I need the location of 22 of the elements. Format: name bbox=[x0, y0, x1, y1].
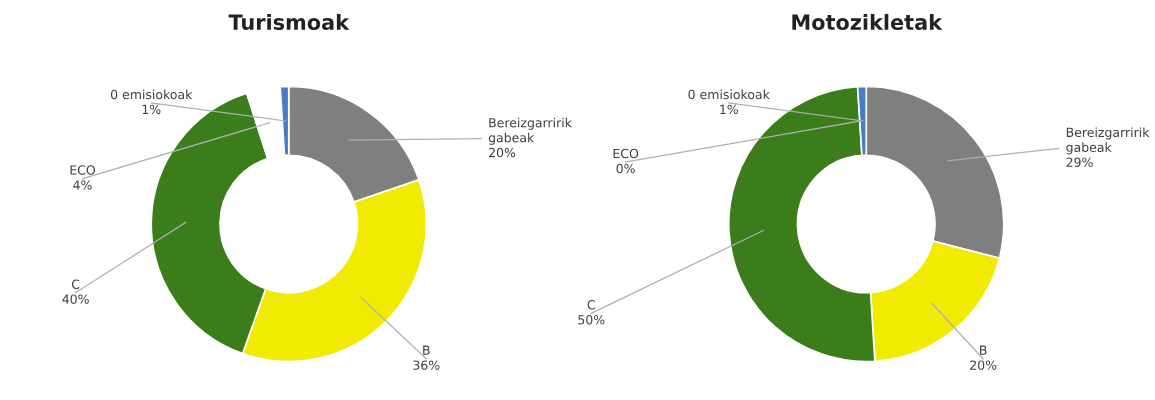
slice-label: Bereizgarririk gabeak bbox=[1066, 127, 1150, 155]
data-label: 1% bbox=[142, 104, 161, 115]
slice-label: C bbox=[587, 300, 595, 310]
chart-title: Turismoak bbox=[228, 13, 350, 31]
slice-label: 0 emisiokoak bbox=[110, 89, 193, 100]
slice-label: C bbox=[71, 279, 80, 289]
data-label: 4% bbox=[73, 180, 92, 190]
slice-label: ECO bbox=[70, 165, 96, 175]
data-label: 20% bbox=[970, 360, 997, 370]
category-label: ECO bbox=[613, 148, 639, 159]
data-label: 36% bbox=[413, 360, 440, 370]
slice-label: B bbox=[423, 345, 430, 355]
text: 0% bbox=[616, 163, 635, 174]
slice-label: B bbox=[980, 345, 987, 355]
slice-label: 0 emisiokoak bbox=[688, 89, 770, 100]
data-label: 20% bbox=[489, 147, 516, 158]
data-label: 40% bbox=[62, 294, 89, 304]
slice-label: Bereizgarririk gabeak bbox=[488, 117, 572, 145]
data-label: 50% bbox=[578, 315, 605, 325]
data-label: 1% bbox=[720, 104, 738, 115]
chart-title: Motozikletak bbox=[792, 13, 943, 31]
data-label: 29% bbox=[1066, 157, 1093, 167]
